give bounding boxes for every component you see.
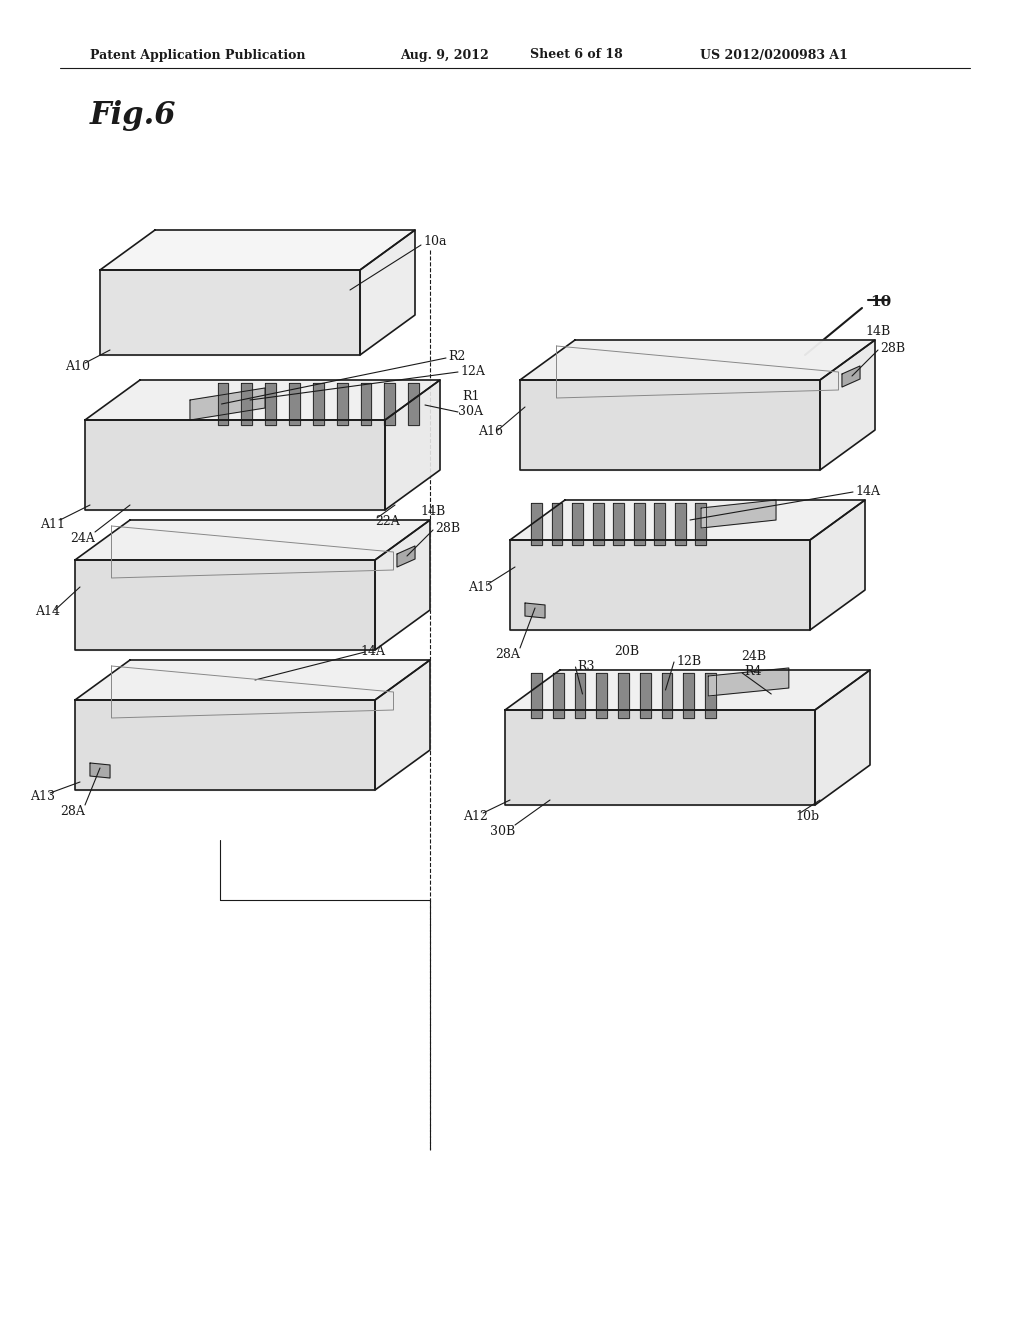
Text: A11: A11	[40, 517, 65, 531]
Polygon shape	[572, 503, 583, 545]
Text: 24A: 24A	[70, 532, 95, 545]
Text: Patent Application Publication: Patent Application Publication	[90, 49, 305, 62]
Polygon shape	[397, 546, 415, 568]
Polygon shape	[596, 673, 607, 718]
Text: R2: R2	[449, 350, 465, 363]
Polygon shape	[613, 503, 624, 545]
Polygon shape	[100, 271, 360, 355]
Text: Aug. 9, 2012: Aug. 9, 2012	[400, 49, 488, 62]
Polygon shape	[510, 540, 810, 630]
Polygon shape	[265, 383, 276, 425]
Polygon shape	[75, 520, 430, 560]
Polygon shape	[85, 380, 440, 420]
Text: Fig.6: Fig.6	[90, 100, 176, 131]
Text: Sheet 6 of 18: Sheet 6 of 18	[530, 49, 623, 62]
Polygon shape	[75, 560, 375, 649]
Text: A16: A16	[478, 425, 503, 438]
Polygon shape	[409, 383, 419, 425]
Polygon shape	[593, 503, 603, 545]
Text: A12: A12	[463, 810, 487, 822]
Polygon shape	[553, 673, 563, 718]
Polygon shape	[709, 668, 788, 696]
Text: US 2012/0200983 A1: US 2012/0200983 A1	[700, 49, 848, 62]
Polygon shape	[706, 673, 716, 718]
Polygon shape	[531, 673, 542, 718]
Polygon shape	[634, 503, 645, 545]
Polygon shape	[360, 230, 415, 355]
Polygon shape	[510, 500, 865, 540]
Polygon shape	[75, 700, 375, 789]
Polygon shape	[531, 503, 542, 545]
Polygon shape	[313, 383, 324, 425]
Polygon shape	[842, 366, 860, 387]
Polygon shape	[217, 383, 228, 425]
Text: 28B: 28B	[435, 521, 460, 535]
Text: 10: 10	[870, 294, 891, 309]
Polygon shape	[820, 341, 874, 470]
Polygon shape	[520, 341, 874, 380]
Polygon shape	[90, 763, 110, 777]
Text: A14: A14	[35, 605, 60, 618]
Polygon shape	[815, 671, 870, 805]
Polygon shape	[384, 383, 395, 425]
Polygon shape	[701, 500, 776, 528]
Text: 10b: 10b	[795, 810, 819, 822]
Text: 14B: 14B	[420, 506, 445, 517]
Polygon shape	[810, 500, 865, 630]
Polygon shape	[190, 388, 265, 420]
Text: 20B: 20B	[614, 645, 639, 657]
Polygon shape	[654, 503, 666, 545]
Text: R3: R3	[578, 660, 595, 673]
Text: R4: R4	[744, 665, 762, 678]
Polygon shape	[100, 230, 415, 271]
Polygon shape	[618, 673, 629, 718]
Polygon shape	[683, 673, 694, 718]
Text: A13: A13	[30, 789, 55, 803]
Text: 30A: 30A	[458, 405, 483, 418]
Polygon shape	[360, 383, 372, 425]
Text: R1: R1	[462, 389, 479, 403]
Polygon shape	[75, 660, 430, 700]
Text: 28A: 28A	[495, 648, 520, 661]
Polygon shape	[385, 380, 440, 510]
Text: 12A: 12A	[460, 366, 485, 378]
Polygon shape	[242, 383, 252, 425]
Text: 28B: 28B	[880, 342, 905, 355]
Polygon shape	[525, 603, 545, 618]
Text: 14B: 14B	[865, 325, 890, 338]
Text: 24B: 24B	[741, 649, 766, 663]
Text: 28A: 28A	[60, 805, 85, 818]
Polygon shape	[520, 380, 820, 470]
Polygon shape	[662, 673, 673, 718]
Polygon shape	[375, 660, 430, 789]
Polygon shape	[337, 383, 347, 425]
Polygon shape	[505, 671, 870, 710]
Text: 30B: 30B	[490, 825, 515, 838]
Text: A15: A15	[468, 581, 493, 594]
Polygon shape	[640, 673, 650, 718]
Polygon shape	[289, 383, 300, 425]
Text: 10a: 10a	[423, 235, 446, 248]
Text: A10: A10	[65, 360, 90, 374]
Text: 12B: 12B	[676, 655, 701, 668]
Polygon shape	[675, 503, 686, 545]
Polygon shape	[695, 503, 707, 545]
Polygon shape	[505, 710, 815, 805]
Text: 22A: 22A	[375, 515, 399, 528]
Polygon shape	[552, 503, 562, 545]
Polygon shape	[375, 520, 430, 649]
Polygon shape	[574, 673, 586, 718]
Text: 14A: 14A	[360, 645, 385, 657]
Polygon shape	[85, 420, 385, 510]
Text: 14A: 14A	[855, 484, 880, 498]
